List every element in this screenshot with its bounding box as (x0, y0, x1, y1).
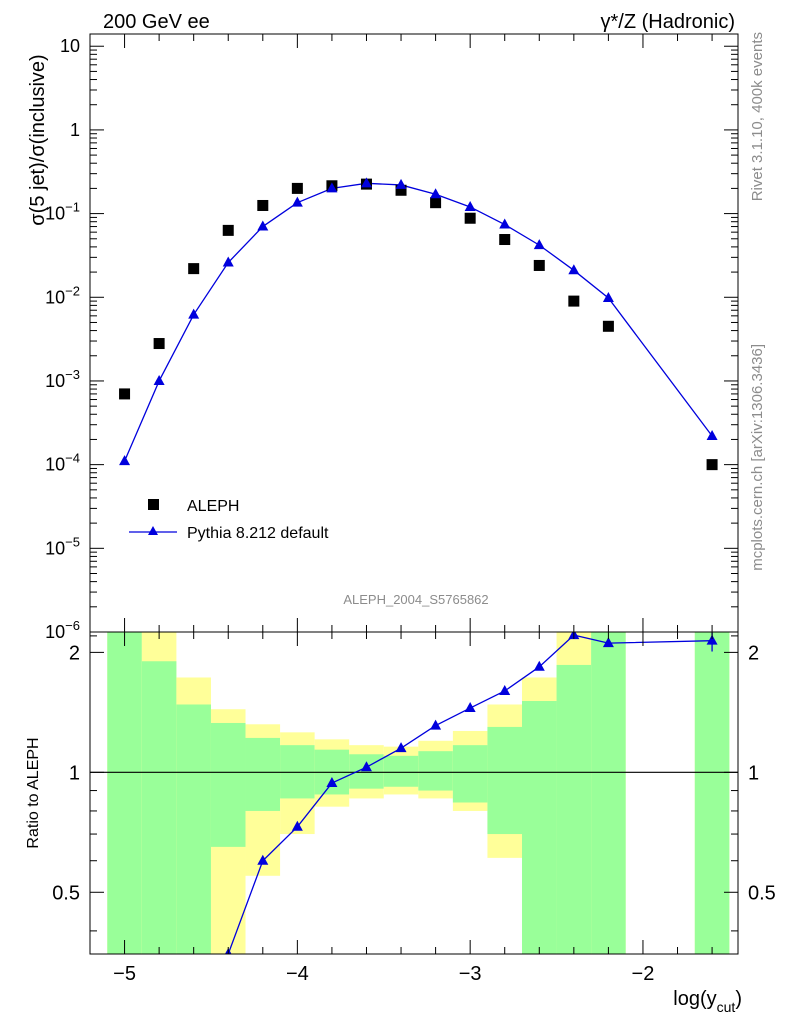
main-y-tick-label: 10−6 (45, 618, 80, 642)
main-y-tick-label: 1 (70, 120, 80, 140)
mc-point (153, 374, 165, 385)
main-panel: 10−6 10−5 10−4 10−3 10−2 10−1 1 10 σ(5 jet)/σ(i… (27, 33, 739, 642)
ratio-y-axis-title: Ratio to ALEPH (25, 737, 42, 848)
legend-data-marker (148, 499, 159, 510)
mc-point (360, 177, 372, 188)
ratio-band-inner (176, 704, 211, 954)
main-y-axis-title: σ(5 jet)/σ(inclusive) (27, 54, 49, 225)
ratio-band-inner (452, 745, 488, 803)
mc-point (499, 218, 511, 229)
mc-point (533, 239, 545, 250)
ratio-y-tick-label: 1 (69, 762, 80, 784)
main-y-tick-label: 10 (60, 36, 80, 56)
mc-point (706, 429, 718, 440)
ratio-point (291, 820, 303, 831)
mcplots-label: mcplots.cern.ch [arXiv:1306.3436] (749, 344, 766, 571)
mc-point (568, 264, 580, 275)
ratio-band-inner (591, 632, 626, 954)
data-point (119, 388, 131, 400)
ratio-point (464, 702, 476, 713)
x-tick-label: −5 (113, 963, 136, 985)
mc-point (464, 200, 476, 211)
main-y-tick-label: 10−5 (45, 534, 80, 558)
x-tick-label: −4 (286, 963, 309, 985)
main-y-tick-label: 10−2 (45, 283, 80, 307)
mc-point (291, 196, 303, 207)
ratio-point (430, 719, 442, 730)
ratio-point (257, 854, 269, 865)
ratio-band-inner (522, 701, 557, 954)
main-y-tick-label: 10−1 (45, 200, 80, 224)
legend-data-label: ALEPH (187, 498, 239, 515)
data-point (222, 224, 234, 236)
mc-point (257, 220, 269, 231)
title-right: γ*/Z (Hadronic) (601, 11, 735, 33)
ratio-band-inner (210, 722, 246, 847)
data-point (188, 263, 200, 275)
mc-point (326, 182, 338, 193)
ratio-panel: −5 −4 −3 −2 0.5 0.5 1 1 2 2 Ratio to ALEPH log(yc… (25, 631, 776, 1015)
legend-mc-marker (148, 526, 158, 535)
x-tick-label: −2 (632, 963, 655, 985)
mc-curve (123, 182, 713, 462)
data-point (395, 184, 407, 196)
rivet-label: Rivet 3.1.10, 400k events (749, 32, 766, 201)
ratio-band-inner (107, 632, 142, 954)
ratio-point (326, 777, 338, 788)
ratio-band-inner (383, 755, 419, 787)
legend-mc-label: Pythia 8.212 default (187, 525, 329, 542)
ratio-y-tick-label-right: 1 (748, 762, 759, 784)
mc-point (119, 455, 131, 466)
ratio-point (533, 660, 545, 671)
mc-point (602, 292, 614, 303)
ratio-y-tick-label: 2 (69, 642, 80, 664)
mc-point (222, 256, 234, 267)
ratio-band-inner (141, 661, 177, 954)
title-left: 200 GeV ee (103, 11, 210, 33)
mc-point (395, 178, 407, 189)
ratio-band-inner (487, 726, 522, 835)
ratio-point (499, 684, 511, 695)
ratio-band-inner (418, 751, 453, 791)
ratio-y-tick-label-right: 2 (748, 642, 759, 664)
ratio-point (602, 637, 614, 648)
data-point (291, 182, 303, 194)
main-y-tick-label: 10−4 (45, 451, 80, 475)
ratio-point (360, 761, 372, 772)
main-y-tick-label: 10−3 (45, 367, 80, 391)
ratio-band-inner (245, 737, 281, 811)
data-point (153, 338, 165, 350)
legend: ALEPH Pythia 8.212 default (129, 498, 329, 542)
main-panel-frame (89, 33, 739, 633)
data-point (499, 234, 511, 246)
x-axis-title: log(ycut) (673, 988, 742, 1015)
data-point (533, 259, 545, 271)
ratio-panel-frame (89, 631, 739, 955)
ratio-band-inner (694, 632, 730, 954)
mc-point (188, 308, 200, 319)
ratio-y-tick-label: 0.5 (52, 882, 80, 904)
ratio-y-tick-label-right: 0.5 (748, 882, 776, 904)
data-point (257, 199, 269, 211)
ratio-band-inner (556, 664, 592, 954)
ratio-point (395, 742, 407, 753)
data-point (602, 320, 614, 332)
ratio-band-inner (349, 754, 384, 789)
data-point (706, 459, 718, 471)
analysis-watermark: ALEPH_2004_S5765862 (343, 592, 488, 607)
data-point (568, 295, 580, 307)
x-tick-label: −3 (459, 963, 482, 985)
data-point (430, 197, 442, 209)
data-point (464, 212, 476, 224)
mc-point (430, 188, 442, 199)
